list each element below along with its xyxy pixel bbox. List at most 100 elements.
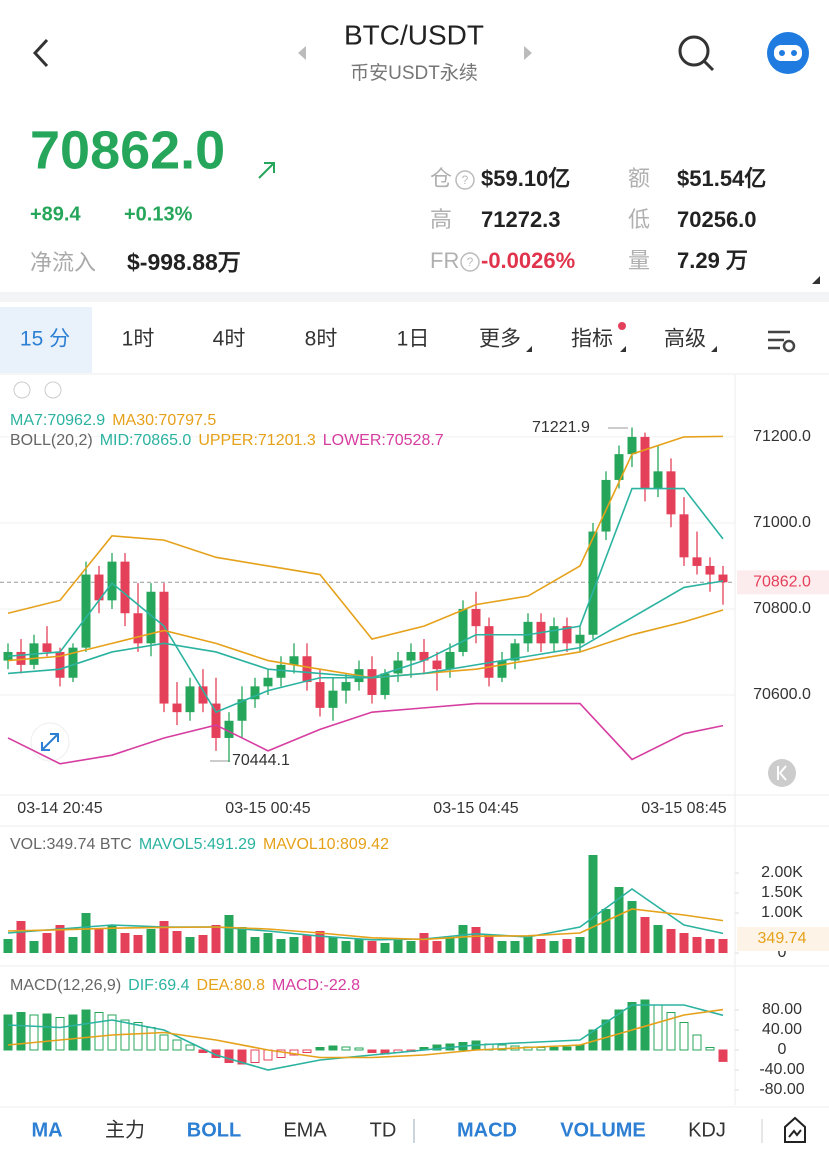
candle-body xyxy=(523,621,533,644)
back-button[interactable] xyxy=(32,38,49,68)
volume-bar xyxy=(94,929,104,953)
volume-bar xyxy=(484,935,494,953)
indicator-tab[interactable]: 主力 xyxy=(105,1118,145,1141)
candle-body xyxy=(302,656,312,683)
y-tick-label: 2.00K xyxy=(761,864,803,881)
macd-bar xyxy=(341,1046,351,1051)
volume-bar xyxy=(81,913,91,953)
macd-bar xyxy=(29,1014,39,1051)
help-icon[interactable]: ? xyxy=(455,170,475,190)
notice-dot xyxy=(618,322,626,330)
jump-latest[interactable] xyxy=(768,759,796,787)
candle-body xyxy=(419,651,429,661)
timeframe-tab[interactable]: 15 分 xyxy=(20,328,70,351)
macd-bar xyxy=(562,1046,572,1051)
volume-bar xyxy=(705,939,715,953)
legend: MACD(12,26,9) DIF:69.4 DEA:80.8 MACD:-22.8 xyxy=(10,977,360,994)
legend-item: MAVOL5:491.29 xyxy=(139,836,256,853)
avatar[interactable] xyxy=(767,32,809,74)
macd-bar xyxy=(68,1014,78,1051)
y-tick-label: 1.00K xyxy=(761,904,803,921)
volume-bar xyxy=(406,941,416,953)
macd-bar xyxy=(276,1049,286,1058)
last-value-box xyxy=(737,927,829,952)
expand-glyph xyxy=(41,733,59,751)
candle-body xyxy=(471,608,481,627)
collapse-icon[interactable] xyxy=(13,381,31,399)
candle-body xyxy=(497,660,507,678)
expand-button[interactable] xyxy=(30,722,70,762)
timeframe-tab[interactable]: 指标 xyxy=(571,328,613,351)
volume-bar xyxy=(263,933,273,953)
indicator-tab[interactable]: BOLL xyxy=(187,1119,241,1141)
help-icon[interactable]: ? xyxy=(460,252,480,272)
legend: BOLL(20,2) MID:70865.0 UPPER:71201.3 LOWER:… xyxy=(10,432,444,449)
macd-bar xyxy=(302,1049,312,1053)
indicator-tab[interactable]: MACD xyxy=(457,1119,517,1141)
volume-bar xyxy=(614,887,624,953)
legend-item: MACD:-22.8 xyxy=(272,977,360,994)
stat-label: 低 xyxy=(628,207,650,232)
volume-bar xyxy=(185,937,195,953)
timeframe-tab[interactable]: 1日 xyxy=(397,328,430,351)
next-arrow[interactable] xyxy=(524,46,532,60)
macd-bar xyxy=(81,1009,91,1051)
indicator-tab[interactable]: TD xyxy=(370,1119,397,1141)
candle-body xyxy=(107,561,117,601)
indicator-line xyxy=(7,609,724,679)
indicator-tab[interactable]: EMA xyxy=(283,1119,327,1141)
legend: VOL:349.74 BTC MAVOL5:491.29 MAVOL10:809.4… xyxy=(10,836,389,853)
volume-bar xyxy=(354,939,364,953)
volume-bar xyxy=(172,931,182,953)
jump-glyph xyxy=(777,765,787,781)
candle-body xyxy=(367,669,377,695)
macd-bar xyxy=(107,1014,117,1051)
jump-circle xyxy=(768,759,796,787)
macd-bar xyxy=(172,1039,182,1051)
timeframe-tab[interactable]: 4时 xyxy=(213,328,246,351)
help-mark: ? xyxy=(462,173,469,187)
candle-body xyxy=(276,664,286,678)
macd-bar xyxy=(16,1012,26,1051)
volume-bar xyxy=(107,925,117,953)
chart-settings[interactable] xyxy=(768,330,796,353)
volume-bar xyxy=(601,909,611,953)
last-price-box xyxy=(737,570,829,595)
prev-arrow[interactable] xyxy=(298,46,306,60)
legend-item: BOLL(20,2) xyxy=(10,432,93,449)
stat-label: 额 xyxy=(628,166,650,191)
last-price: 70862.0 xyxy=(30,120,225,180)
avatar-face xyxy=(774,45,802,61)
candle-body xyxy=(393,660,403,674)
macd-bar xyxy=(159,1034,169,1051)
macd-bar xyxy=(55,1017,65,1051)
avatar-eye xyxy=(779,50,785,56)
active-tab-bg xyxy=(0,307,92,373)
volume-bar xyxy=(471,927,481,953)
net-inflow-label: 净流入 xyxy=(30,250,96,275)
indicator-tab[interactable]: VOLUME xyxy=(560,1119,646,1141)
up-arrow xyxy=(258,162,275,179)
candle-body xyxy=(133,613,143,644)
search-icon xyxy=(678,35,710,67)
volume-bar xyxy=(653,925,663,953)
timeframe-tab[interactable]: 更多 xyxy=(479,328,521,351)
volume-bar xyxy=(211,925,221,953)
volume-bar xyxy=(237,927,247,953)
timeframe-tab[interactable]: 8时 xyxy=(305,328,338,351)
search-button[interactable] xyxy=(678,35,715,72)
timeframe-tab[interactable]: 高级 xyxy=(664,328,706,351)
indicator-tab[interactable]: KDJ xyxy=(688,1119,726,1141)
indicator-line xyxy=(7,435,724,640)
timeframe-tab[interactable]: 1时 xyxy=(122,328,155,351)
y-tick-label: -80.00 xyxy=(759,1081,804,1098)
y-tick-label: 71000.0 xyxy=(753,514,811,531)
indicator-tab[interactable]: MA xyxy=(31,1119,62,1141)
candle-body xyxy=(445,651,455,670)
settings-icon[interactable] xyxy=(44,381,62,399)
help-mark: ? xyxy=(467,255,474,269)
candle-body xyxy=(289,656,299,665)
avatar-eye xyxy=(791,50,797,56)
draw-tool[interactable] xyxy=(784,1116,806,1143)
